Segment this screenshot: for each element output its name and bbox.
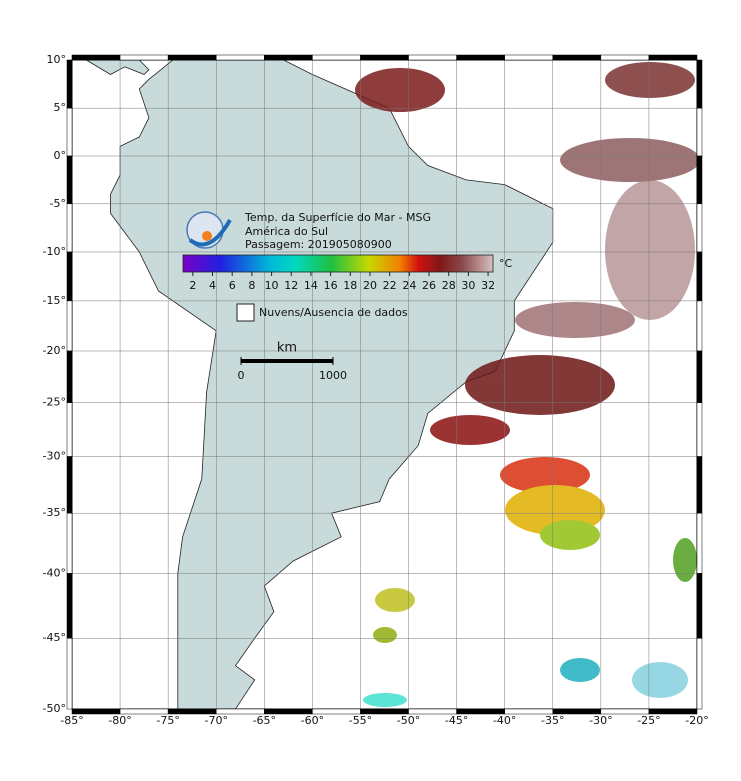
frame-segment <box>696 350 703 403</box>
colorbar-tick-label: 4 <box>209 279 216 292</box>
frame-segment <box>696 456 703 514</box>
frame-segment <box>66 300 73 352</box>
colorbar-tick-label: 28 <box>442 279 456 292</box>
scalebar-unit: km <box>277 341 297 356</box>
x-tick-label: -45° <box>445 714 468 727</box>
x-tick-label: -20° <box>685 714 708 727</box>
x-tick-label: -85° <box>60 714 83 727</box>
x-tick-label: -55° <box>349 714 372 727</box>
frame-segment <box>264 54 313 61</box>
map-area <box>72 60 697 709</box>
y-tick-label: -40° <box>43 566 66 579</box>
frame-segment <box>696 203 703 253</box>
x-tick-label: -60° <box>301 714 324 727</box>
title-line: América do Sul <box>245 225 328 238</box>
x-tick-label: -30° <box>589 714 612 727</box>
y-tick-label: -15° <box>43 294 66 307</box>
frame-segment <box>696 402 703 457</box>
frame-segment <box>215 54 265 61</box>
frame-segment <box>696 512 703 574</box>
logo <box>186 211 232 249</box>
frame-segment <box>696 251 703 302</box>
frame-segment <box>66 107 73 157</box>
colorbar-tick-label: 14 <box>304 279 318 292</box>
colorbar-tick-label: 20 <box>363 279 377 292</box>
frame-segment <box>456 54 505 61</box>
frame-segment <box>66 251 73 302</box>
frame-segment <box>696 573 703 639</box>
y-tick-label: -25° <box>43 396 66 409</box>
y-tick-label: 10° <box>47 53 67 66</box>
frame-segment <box>119 54 169 61</box>
frame-segment <box>66 637 73 710</box>
colorbar-tick-label: 16 <box>324 279 338 292</box>
y-tick-label: -35° <box>43 506 66 519</box>
colorbar-tick-label: 32 <box>481 279 495 292</box>
legend-box <box>236 303 255 322</box>
y-tick-label: 0° <box>54 149 67 162</box>
frame-segment <box>696 637 703 710</box>
colorbar-unit: °C <box>499 257 513 270</box>
frame-segment <box>312 54 361 61</box>
colorbar-tick-label: 18 <box>343 279 357 292</box>
frame-segment <box>696 300 703 352</box>
y-tick-label: 5° <box>54 101 67 114</box>
scalebar-label: 1000 <box>319 369 347 382</box>
x-tick-label: -80° <box>108 714 131 727</box>
frame-segment <box>696 107 703 157</box>
y-tick-label: -20° <box>43 344 66 357</box>
frame-segment <box>504 54 554 61</box>
colorbar-tick-label: 22 <box>383 279 397 292</box>
colorbar-tick-label: 24 <box>402 279 416 292</box>
x-tick-label: -75° <box>156 714 179 727</box>
x-tick-label: -40° <box>493 714 516 727</box>
colorbar-tick-label: 2 <box>189 279 196 292</box>
frame-segment <box>167 54 217 61</box>
frame-segment <box>66 350 73 403</box>
frame-segment <box>66 512 73 574</box>
colorbar-tick-label: 26 <box>422 279 436 292</box>
colorbar-tick-label: 30 <box>461 279 475 292</box>
frame-segment <box>71 54 121 61</box>
colorbar <box>182 254 494 273</box>
frame-segment <box>360 54 409 61</box>
frame-segment <box>600 54 650 61</box>
title-line: Passagem: 201905080900 <box>245 238 392 251</box>
x-tick-label: -70° <box>204 714 227 727</box>
colorbar-tick-label: 10 <box>265 279 279 292</box>
frame-segment <box>66 456 73 514</box>
x-tick-label: -50° <box>397 714 420 727</box>
y-tick-label: -5° <box>50 197 66 210</box>
title-line: Temp. da Superfície do Mar - MSG <box>244 211 431 224</box>
frame-segment <box>696 59 703 109</box>
legend-label: Nuvens/Ausencia de dados <box>259 306 408 319</box>
frame-segment <box>648 54 698 61</box>
frame-segment <box>66 203 73 253</box>
frame-segment <box>696 155 703 205</box>
y-tick-label: -50° <box>43 702 66 715</box>
colorbar-tick-label: 8 <box>248 279 255 292</box>
colorbar-tick-label: 12 <box>284 279 298 292</box>
scalebar <box>241 359 333 363</box>
x-tick-label: -35° <box>541 714 564 727</box>
frame-segment <box>66 573 73 639</box>
frame-segment <box>66 59 73 109</box>
sst-patches <box>355 62 697 707</box>
frame-segment <box>66 155 73 205</box>
frame-segment <box>648 708 698 715</box>
frame-segment <box>552 54 602 61</box>
frame-segment <box>408 54 457 61</box>
y-tick-label: -30° <box>43 450 66 463</box>
colorbar-tick-label: 6 <box>229 279 236 292</box>
frame-segment <box>66 402 73 457</box>
scalebar-label: 0 <box>238 369 245 382</box>
y-tick-label: -10° <box>43 245 66 258</box>
y-tick-label: -45° <box>43 631 66 644</box>
x-tick-label: -25° <box>637 714 660 727</box>
land <box>85 60 150 75</box>
x-tick-label: -65° <box>253 714 276 727</box>
